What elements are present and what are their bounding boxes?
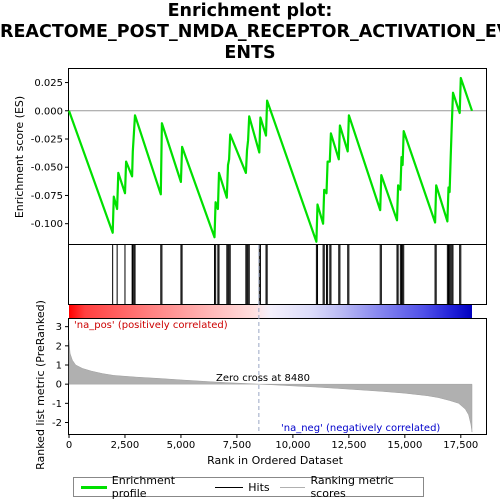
metric-panel-frame <box>68 318 487 435</box>
ranking-heat-bar <box>69 305 472 318</box>
legend-label-hits: Hits <box>248 480 270 494</box>
metric-y-axis-title: Ranked list metric (PreRanked) <box>34 300 47 470</box>
title-line-2: REACTOME_POST_NMDA_RECEPTOR_ACTIVATION_E… <box>0 22 500 42</box>
xtick-label: 5,000 <box>167 440 196 451</box>
es-ytick-label: -0.050 <box>31 163 63 174</box>
x-axis-title: Rank in Ordered Dataset <box>207 454 344 467</box>
es-ytick-label: 0.000 <box>34 106 63 117</box>
metric-ytick-label: 3 <box>56 322 62 333</box>
metric-ytick-label: -2 <box>52 418 62 429</box>
zero-cross-label: Zero cross at 8480 <box>216 373 310 384</box>
xtick-label: 0 <box>66 440 72 451</box>
legend-label-enrichment: Enrichment profile <box>111 474 176 500</box>
es-ytick-label: -0.100 <box>31 219 63 230</box>
legend-label-ranking: Ranking metric scores <box>310 474 394 500</box>
enrichment-profile-line <box>67 76 474 243</box>
xtick-label: 2,500 <box>111 440 140 451</box>
xtick-label: 10,000 <box>275 440 310 451</box>
es-y-axis-title: Enrichment score (ES) <box>13 96 26 218</box>
pos-corr-label: 'na_pos' (positively correlated) <box>74 320 228 331</box>
neg-corr-label: 'na_neg' (negatively correlated) <box>281 423 440 434</box>
xtick-label: 12,500 <box>331 440 366 451</box>
ranking-metric-area <box>68 340 473 433</box>
legend-item-ranking: Ranking metric scores <box>279 474 423 500</box>
xtick-label: 17,500 <box>443 440 478 451</box>
xtick-label: 7,500 <box>223 440 252 451</box>
ranking-swatch <box>279 486 306 488</box>
legend: Enrichment profile Hits Ranking metric s… <box>73 474 424 500</box>
es-ytick-label: -0.025 <box>31 135 63 146</box>
hits-panel-frame <box>68 244 487 305</box>
title-line-1: Enrichment plot: <box>167 1 333 21</box>
enrichment-swatch <box>81 485 107 489</box>
es-panel-frame <box>68 68 487 245</box>
metric-ytick-label: 1 <box>56 361 62 372</box>
es-ytick-label: -0.075 <box>31 191 63 202</box>
legend-item-hits: Hits <box>215 480 270 494</box>
metric-ytick-label: -1 <box>52 399 62 410</box>
title-line-3: ENTS <box>224 43 276 63</box>
metric-ytick-label: 0 <box>56 380 62 391</box>
chart-title: Enrichment plot: REACTOME_POST_NMDA_RECE… <box>0 1 500 64</box>
legend-item-enrichment: Enrichment profile <box>81 474 205 500</box>
hits-swatch <box>215 486 244 488</box>
xtick-label: 15,000 <box>387 440 422 451</box>
es-ytick-label: 0.025 <box>34 78 63 89</box>
metric-ytick-label: 2 <box>56 341 62 352</box>
